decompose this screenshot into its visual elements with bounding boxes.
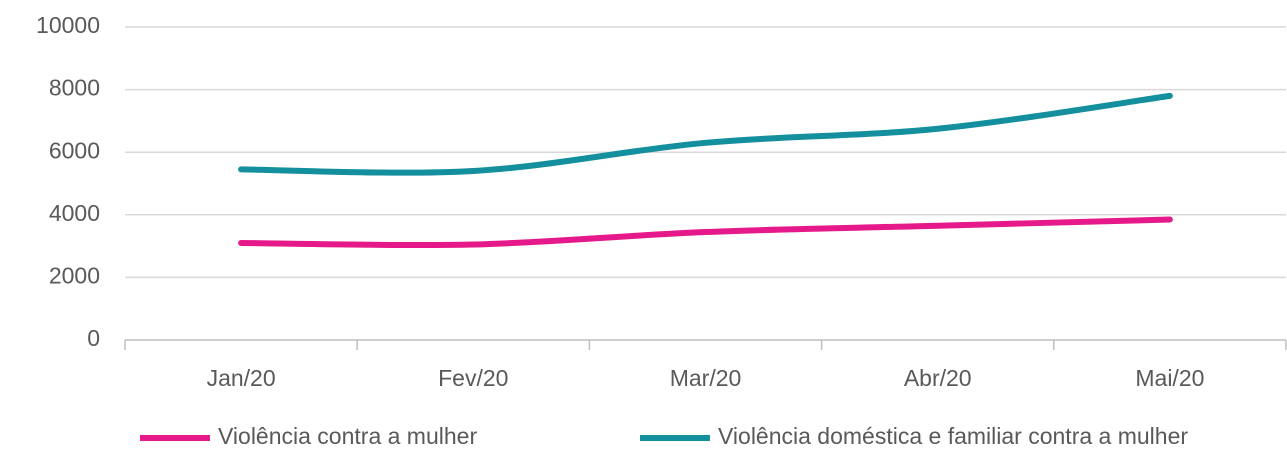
series-line (238, 92, 1173, 176)
series-line (238, 216, 1173, 249)
y-tick-label: 2000 (49, 262, 100, 288)
y-tick-label: 4000 (49, 200, 100, 226)
x-tick-label: Abr/20 (904, 365, 972, 391)
x-tick-label: Fev/20 (438, 365, 508, 391)
y-tick-label: 6000 (49, 137, 100, 163)
x-tick-label: Jan/20 (207, 365, 276, 391)
x-tick-label: Mai/20 (1135, 365, 1204, 391)
y-tick-label: 0 (87, 325, 100, 351)
legend-label: Violência contra a mulher (218, 423, 477, 449)
x-tick-label: Mar/20 (670, 365, 742, 391)
legend-label: Violência doméstica e familiar contra a … (718, 423, 1188, 449)
y-tick-label: 10000 (36, 12, 100, 38)
y-tick-label: 8000 (49, 75, 100, 101)
